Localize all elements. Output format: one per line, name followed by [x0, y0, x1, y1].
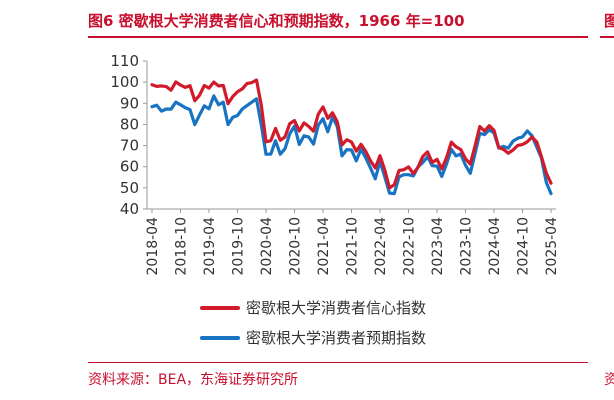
- x-tick-label: 2019-04: [202, 217, 218, 276]
- x-tick-label: 2022-10: [402, 217, 418, 276]
- y-tick-label: 110: [110, 52, 139, 70]
- x-tick-label: 2023-04: [430, 217, 446, 276]
- source-note: 资料来源：BEA，东海证券研究所: [88, 372, 299, 388]
- x-tick-label: 2024-04: [487, 217, 503, 276]
- x-tick-label: 2025-04: [544, 217, 560, 276]
- adjacent-figure-title-fragment: 图: [604, 12, 614, 30]
- y-axis: 40 50 60 70 80 90 100 110: [110, 52, 148, 218]
- legend-label-expectations: 密歇根大学消费者预期指数: [246, 329, 427, 347]
- y-tick-label: 80: [120, 115, 139, 133]
- x-tick-label: 2022-04: [373, 217, 389, 276]
- figure-title: 图6 密歇根大学消费者信心和预期指数，1966 年=100: [88, 12, 465, 30]
- x-tick-label: 2019-10: [231, 217, 247, 276]
- y-tick-label: 40: [120, 200, 139, 218]
- x-tick-label: 2021-10: [345, 217, 361, 276]
- x-tick-label: 2018-04: [145, 217, 161, 276]
- x-tick-label: 2023-10: [459, 217, 475, 276]
- series-line-sentiment: [150, 78, 553, 190]
- x-tick-label: 2020-04: [259, 217, 275, 276]
- adjacent-source-fragment: 资: [604, 372, 614, 388]
- y-tick-label: 60: [120, 158, 139, 176]
- y-tick-label: 100: [110, 73, 139, 91]
- legend-label-sentiment: 密歇根大学消费者信心指数: [246, 299, 427, 317]
- x-tick-label: 2021-04: [316, 217, 332, 276]
- x-tick-label: 2024-10: [516, 217, 532, 276]
- series-line-expectations: [150, 94, 553, 196]
- legend-swatch-sentiment: [200, 306, 240, 310]
- source-divider: [88, 362, 588, 363]
- x-axis: 2018-04 2018-10 2019-04 2019-10 2020-04 2020-…: [145, 208, 560, 276]
- series-lines: [150, 78, 553, 196]
- y-tick-label: 50: [120, 179, 139, 197]
- x-tick-label: 2018-10: [174, 217, 190, 276]
- legend-swatch-expectations: [200, 336, 240, 340]
- y-tick-label: 90: [120, 94, 139, 112]
- adjacent-title-divider: [600, 36, 614, 38]
- y-tick-label: 70: [120, 137, 139, 155]
- title-divider: [88, 36, 588, 38]
- x-tick-label: 2020-10: [288, 217, 304, 276]
